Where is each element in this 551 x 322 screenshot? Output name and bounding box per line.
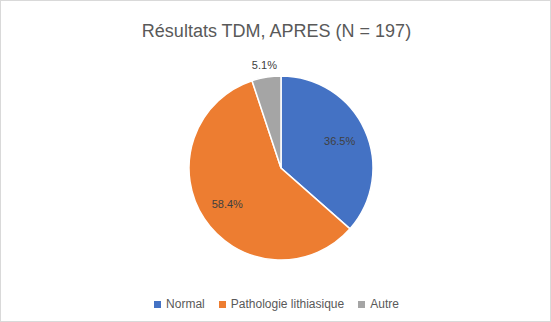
html-text:Normal: Normal	[166, 297, 205, 311]
html-text:Résultats TDM, APRES (N = 197): Résultats TDM, APRES (N = 197)	[141, 21, 412, 41]
html-text:Pathologie lithiasique: Pathologie lithiasique	[230, 297, 345, 311]
html-text:Autre: Autre	[370, 297, 399, 311]
svg-text:36.5%: 36.5%	[324, 135, 355, 147]
svg-text:5.1%: 5.1%	[252, 59, 277, 71]
svg-text:58.4%: 58.4%	[212, 198, 243, 210]
